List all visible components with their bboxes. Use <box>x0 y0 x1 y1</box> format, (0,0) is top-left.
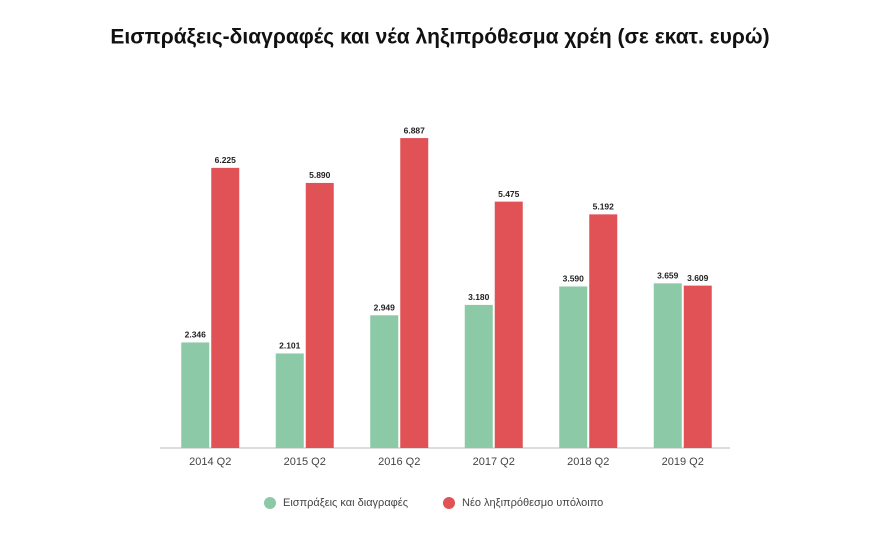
value-label: 6.887 <box>404 125 426 135</box>
legend-label: Νέο ληξιπρόθεσμο υπόλοιπο <box>462 497 603 509</box>
x-tick-label: 2019 Q2 <box>662 456 704 468</box>
bar <box>494 201 523 448</box>
value-label: 2.949 <box>374 303 396 313</box>
value-label: 3.590 <box>563 274 585 284</box>
value-label: 3.180 <box>468 292 490 302</box>
value-label: 6.225 <box>215 155 237 165</box>
bar <box>181 342 210 448</box>
x-tick-label: 2014 Q2 <box>189 456 231 468</box>
bar <box>653 283 682 448</box>
bar <box>370 315 399 448</box>
x-tick-label: 2015 Q2 <box>284 456 326 468</box>
bar <box>683 285 712 448</box>
bar <box>400 138 429 448</box>
legend-label: Εισπράξεις και διαγραφές <box>283 497 408 509</box>
x-tick-label: 2018 Q2 <box>567 456 609 468</box>
value-label: 3.659 <box>657 271 679 281</box>
bar <box>211 167 240 448</box>
legend-marker <box>264 497 276 509</box>
value-label: 2.346 <box>185 330 207 340</box>
x-tick-label: 2017 Q2 <box>473 456 515 468</box>
bar <box>559 286 588 448</box>
bar <box>589 214 618 448</box>
x-tick-label: 2016 Q2 <box>378 456 420 468</box>
value-label: 5.192 <box>593 202 615 212</box>
bar <box>464 304 493 448</box>
value-label: 5.890 <box>309 170 331 180</box>
chart-title: Εισπράξεις-διαγραφές και νέα ληξιπρόθεσμ… <box>110 26 769 49</box>
value-label: 3.609 <box>687 273 709 283</box>
value-label: 5.475 <box>498 189 520 199</box>
bar <box>305 182 334 448</box>
legend-marker <box>443 497 455 509</box>
value-label: 2.101 <box>279 341 301 351</box>
bar <box>275 353 304 448</box>
